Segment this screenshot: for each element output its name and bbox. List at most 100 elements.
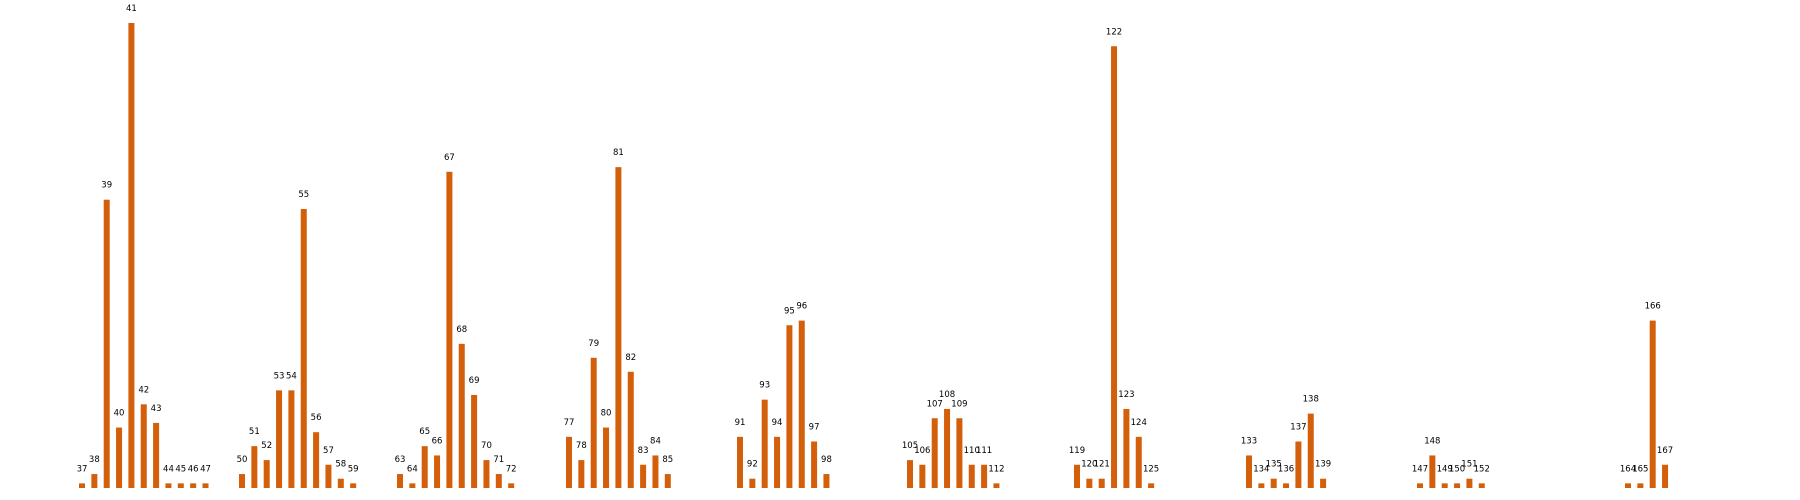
- bar-39: [103, 199, 110, 488]
- bar-label-164: 164: [1620, 464, 1636, 474]
- bar-label-148: 148: [1424, 436, 1440, 446]
- bar-label-58: 58: [335, 460, 346, 470]
- bar-label-108: 108: [939, 390, 955, 400]
- bar-50: [239, 474, 245, 488]
- bar-151: [1466, 478, 1473, 488]
- bar-51: [251, 446, 258, 488]
- bar-66: [434, 455, 441, 488]
- bar-107: [931, 418, 938, 488]
- bar-label-137: 137: [1290, 423, 1306, 433]
- bar-label-107: 107: [927, 399, 943, 409]
- bar-98: [823, 474, 830, 488]
- bar-label-72: 72: [506, 464, 517, 474]
- bar-label-91: 91: [735, 418, 746, 428]
- bar-136: [1283, 483, 1290, 488]
- bar-106: [919, 464, 926, 488]
- bar-label-81: 81: [613, 148, 624, 158]
- bar-108: [944, 408, 951, 488]
- bar-label-95: 95: [784, 306, 795, 316]
- bar-label-136: 136: [1278, 464, 1294, 474]
- bar-45: [177, 483, 184, 488]
- bar-68: [458, 343, 465, 488]
- bar-label-120: 120: [1081, 460, 1097, 470]
- bar-label-133: 133: [1241, 436, 1257, 446]
- bar-149: [1441, 483, 1448, 488]
- bar-label-106: 106: [914, 446, 930, 456]
- bar-44: [165, 483, 172, 488]
- bar-152: [1478, 483, 1485, 488]
- bar-label-51: 51: [249, 427, 260, 437]
- bar-93: [761, 399, 768, 488]
- bar-label-147: 147: [1412, 464, 1428, 474]
- bar-label-125: 125: [1143, 464, 1159, 474]
- bar-81: [615, 167, 622, 488]
- bar-110: [968, 464, 975, 488]
- bar-57: [325, 464, 332, 488]
- bar-125: [1148, 483, 1155, 488]
- bar-133: [1246, 455, 1252, 488]
- bar-150: [1454, 483, 1461, 488]
- bar-112: [993, 483, 1000, 488]
- bar-label-53: 53: [274, 371, 285, 381]
- bar-label-79: 79: [588, 339, 599, 349]
- bar-139: [1320, 478, 1327, 488]
- bar-label-121: 121: [1094, 460, 1110, 470]
- bar-63: [397, 474, 403, 488]
- bar-label-83: 83: [638, 446, 649, 456]
- bar-label-135: 135: [1266, 460, 1282, 470]
- bar-label-97: 97: [809, 423, 820, 433]
- bar-label-151: 151: [1461, 460, 1477, 470]
- bar-label-70: 70: [481, 441, 492, 451]
- bar-label-66: 66: [432, 436, 443, 446]
- bar-label-94: 94: [772, 418, 783, 428]
- bar-77: [566, 436, 572, 488]
- bar-label-112: 112: [988, 464, 1004, 474]
- bar-105: [907, 460, 913, 488]
- bar-165: [1637, 483, 1644, 488]
- bar-label-111: 111: [976, 446, 992, 456]
- bar-label-45: 45: [175, 464, 186, 474]
- bar-148: [1429, 455, 1436, 488]
- bar-label-92: 92: [747, 460, 758, 470]
- bar-label-59: 59: [348, 464, 359, 474]
- bar-111: [981, 464, 988, 488]
- bar-label-68: 68: [456, 325, 467, 335]
- bar-label-139: 139: [1315, 460, 1331, 470]
- bar-134: [1258, 483, 1265, 488]
- bar-label-41: 41: [126, 4, 137, 14]
- bar-52: [263, 460, 270, 488]
- bar-label-78: 78: [576, 441, 587, 451]
- bar-166: [1649, 320, 1656, 488]
- bar-46: [190, 483, 197, 488]
- bar-label-80: 80: [601, 409, 612, 419]
- bar-91: [737, 436, 743, 488]
- bar-label-138: 138: [1303, 395, 1319, 405]
- bar-147: [1417, 483, 1423, 488]
- bar-label-85: 85: [662, 455, 673, 465]
- bar-label-84: 84: [650, 436, 661, 446]
- bar-label-43: 43: [151, 404, 162, 414]
- bar-70: [483, 460, 490, 488]
- bar-label-119: 119: [1069, 446, 1085, 456]
- bar-138: [1307, 413, 1314, 488]
- bar-label-39: 39: [101, 181, 112, 191]
- bar-56: [313, 432, 320, 488]
- bars-layer: [79, 23, 1669, 489]
- bar-label-110: 110: [964, 446, 980, 456]
- bar-71: [495, 474, 502, 488]
- bar-37: [79, 483, 85, 488]
- bar-122: [1111, 46, 1118, 488]
- bar-95: [786, 325, 793, 488]
- bar-label-134: 134: [1253, 464, 1269, 474]
- bar-97: [811, 441, 818, 488]
- bar-109: [956, 418, 963, 488]
- bar-label-93: 93: [759, 381, 770, 391]
- bar-label-77: 77: [564, 418, 575, 428]
- bar-78: [578, 460, 585, 488]
- bar-label-82: 82: [625, 353, 636, 363]
- bar-label-96: 96: [796, 302, 807, 312]
- bar-55: [300, 209, 307, 488]
- bar-121: [1098, 478, 1105, 488]
- bar-40: [116, 427, 123, 488]
